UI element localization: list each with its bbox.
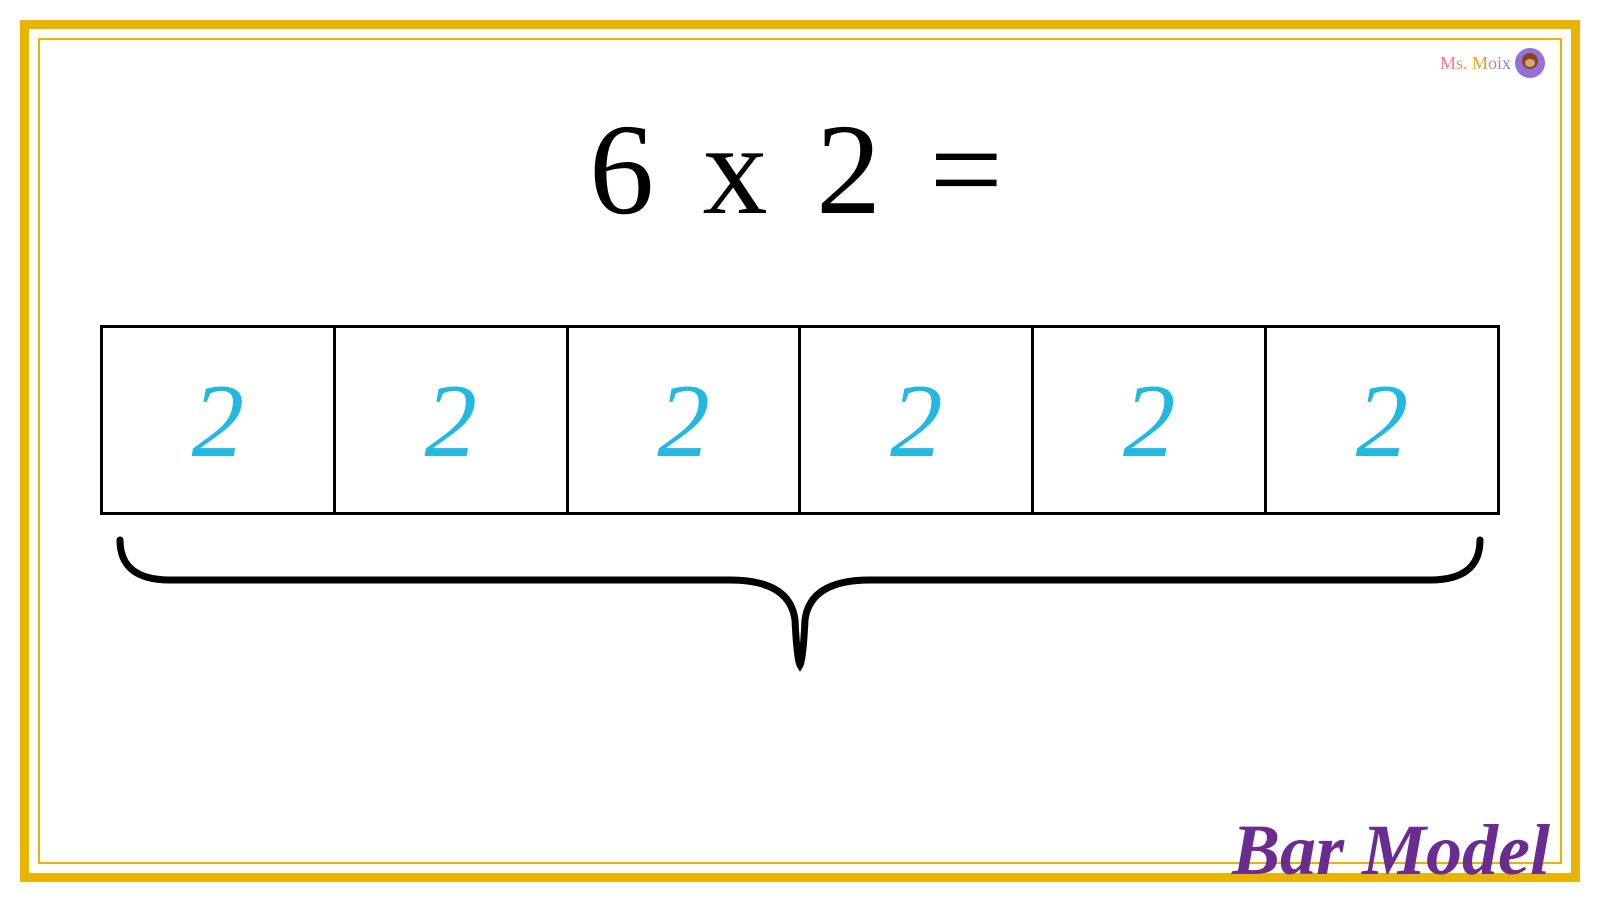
bar-cell: 2 — [801, 325, 1034, 515]
bar-cell: 2 — [1034, 325, 1267, 515]
bar-cell: 2 — [336, 325, 569, 515]
bar-cell: 2 — [569, 325, 802, 515]
brace-path — [120, 540, 1480, 665]
multiplication-equation: 6 x 2 = — [589, 95, 1011, 245]
bar-cell: 2 — [1267, 325, 1500, 515]
bar-model-row: 2 2 2 2 2 2 — [100, 325, 1500, 515]
main-content: 6 x 2 = 2 2 2 2 2 2 — [40, 40, 1560, 862]
diagram-title: Bar Model — [1232, 809, 1550, 892]
bar-cell: 2 — [100, 325, 336, 515]
curly-brace — [100, 525, 1500, 685]
